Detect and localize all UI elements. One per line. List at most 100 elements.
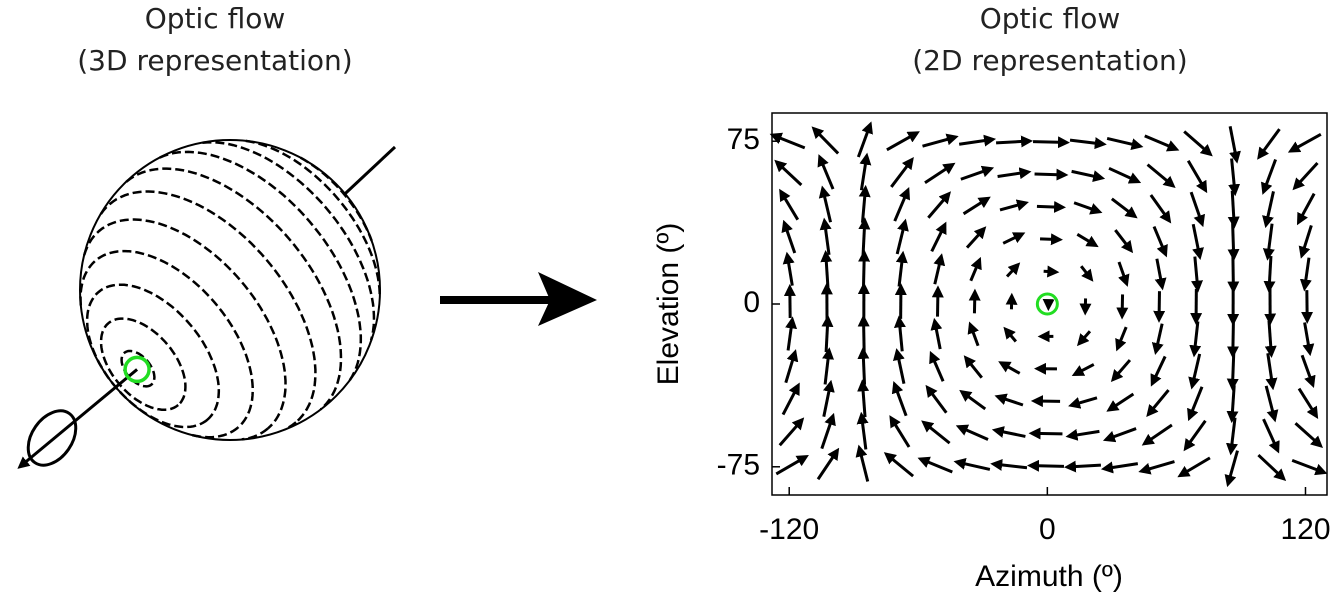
flow-arrow [953, 458, 991, 471]
flow-arrow [1177, 456, 1211, 478]
flow-circle [99, 317, 187, 412]
flow-arrow [769, 132, 806, 150]
flow-arrow [1264, 320, 1277, 358]
flow-arrow [895, 250, 908, 287]
flow-arrow [927, 191, 952, 219]
flow-arrow [1114, 229, 1134, 254]
flow-arrow [1227, 190, 1240, 229]
flow-arrow [1065, 428, 1100, 441]
flow-arrow [890, 157, 914, 188]
flow-arrow [817, 154, 835, 190]
flow-circle [299, 156, 373, 242]
flow-arrow [821, 314, 834, 353]
flow-arrow [785, 316, 798, 351]
x-tick-label: 120 [1280, 513, 1330, 546]
flow-arrow [1034, 168, 1069, 181]
flow-arrow [1033, 136, 1070, 149]
flow-arrow [930, 221, 947, 253]
flow-arrow [886, 131, 920, 152]
flow-arrow [1003, 326, 1018, 343]
flow-arrow [816, 447, 840, 481]
flow-arrow [820, 412, 836, 450]
flow-arrow [781, 219, 797, 254]
flow-arrow [1287, 132, 1322, 153]
flow-arrow [819, 217, 832, 255]
flow-arrow [994, 393, 1024, 407]
flow-arrow [891, 381, 908, 417]
rotation-indicator [26, 409, 78, 467]
flow-arrow [1262, 191, 1275, 229]
flow-arrow [883, 452, 915, 478]
flow-arrow [1080, 265, 1094, 282]
flow-arrow [889, 415, 911, 448]
flow-arrow [782, 251, 795, 286]
pole-ring [123, 355, 151, 384]
flow-arrow [1263, 255, 1276, 294]
left-title: Optic flow [145, 2, 286, 35]
flow-arrow [924, 162, 956, 185]
flow-circle [85, 283, 221, 429]
flow-arrow [1228, 126, 1241, 164]
flow-arrow [1071, 363, 1095, 376]
flow-arrow [811, 126, 840, 155]
flow-circle [99, 190, 317, 424]
flow-arrow [1191, 256, 1204, 293]
flow-arrow [1154, 258, 1167, 291]
flow-arrow [921, 420, 951, 445]
flow-arrow [1186, 160, 1208, 194]
flow-arrow [858, 184, 871, 223]
flow-arrow [1151, 323, 1164, 355]
flow-arrow [1043, 265, 1060, 278]
left-title: (3D representation) [77, 44, 352, 77]
flow-arrow [960, 165, 995, 181]
flow-arrow [895, 218, 909, 255]
flow-arrow [1073, 201, 1103, 215]
flow-arrow [1183, 130, 1213, 157]
flow-arrow [1183, 419, 1207, 452]
y-tick-label: 0 [743, 286, 760, 319]
flow-arrow [774, 159, 803, 187]
flow-arrow [1294, 422, 1324, 448]
flow-arrow [1189, 191, 1206, 228]
flow-arrow [962, 196, 991, 216]
flow-arrow [857, 346, 870, 385]
flow-circle [79, 249, 254, 429]
flow-arrow [930, 317, 943, 350]
flow-circle [202, 141, 376, 341]
flow-arrow [1191, 223, 1204, 261]
flow-arrow [1100, 461, 1139, 474]
flow-circle [125, 167, 343, 411]
flow-arrow [822, 379, 835, 418]
flow-arrow [1039, 233, 1063, 246]
flow-circle [191, 426, 239, 439]
flow-arrow [1188, 353, 1202, 390]
flow-arrow [1302, 322, 1315, 357]
flow-arrow [998, 361, 1021, 375]
flow-circle [159, 150, 363, 381]
flow-arrow [784, 349, 799, 384]
flow-arrow [1063, 460, 1102, 473]
flow-arrow [1300, 354, 1316, 389]
flow-arrow [893, 315, 906, 352]
flow-arrow [893, 187, 911, 222]
flow-arrow [996, 135, 1034, 148]
sphere [17, 139, 397, 469]
flow-arrow [1106, 136, 1144, 151]
flow-arrow [855, 444, 870, 482]
flow-arrow [1149, 194, 1172, 224]
flow-arrow [922, 133, 959, 148]
flow-arrow [1152, 225, 1168, 258]
flow-arrow [1027, 459, 1064, 472]
flow-arrow [1138, 460, 1175, 475]
right-title: (2D representation) [912, 44, 1187, 77]
flow-arrow [1226, 320, 1239, 359]
right-title: Optic flow [980, 2, 1121, 35]
flow-arrow [1226, 385, 1239, 424]
flow-arrow [997, 167, 1032, 180]
flow-arrow [959, 389, 987, 411]
flow-arrow [1257, 128, 1281, 160]
flow-arrow [999, 199, 1029, 212]
flow-arrow [963, 355, 983, 379]
flow-arrow [1028, 427, 1063, 440]
